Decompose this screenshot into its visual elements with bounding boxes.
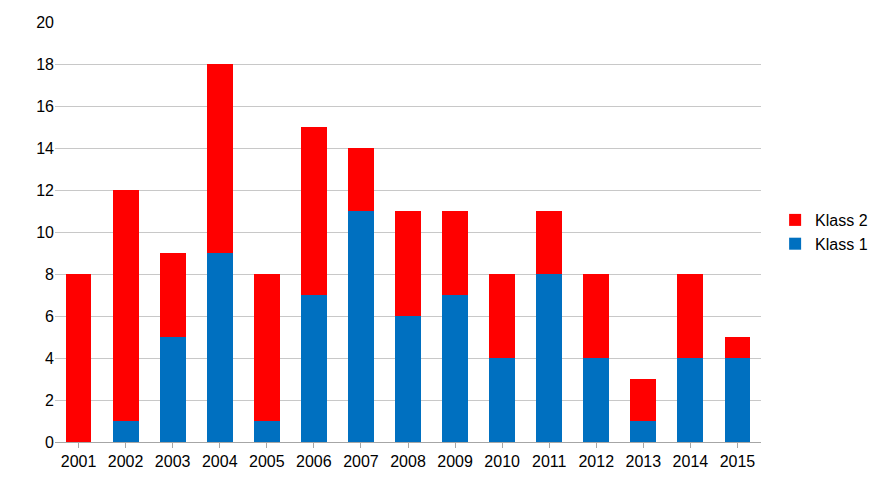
svg-text:6: 6 (45, 308, 54, 325)
svg-text:14: 14 (36, 140, 54, 157)
svg-text:2011: 2011 (532, 453, 567, 470)
svg-text:2012: 2012 (578, 453, 614, 470)
svg-text:10: 10 (36, 224, 54, 241)
svg-text:16: 16 (36, 98, 54, 115)
svg-text:2010: 2010 (484, 453, 520, 470)
svg-text:2003: 2003 (155, 453, 191, 470)
svg-text:2007: 2007 (343, 453, 379, 470)
svg-text:2002: 2002 (108, 453, 144, 470)
svg-text:2015: 2015 (720, 453, 756, 470)
svg-text:18: 18 (36, 56, 54, 73)
svg-text:2: 2 (45, 392, 54, 409)
svg-text:0: 0 (45, 434, 54, 451)
svg-text:2006: 2006 (296, 453, 332, 470)
svg-text:2008: 2008 (390, 453, 426, 470)
svg-text:4: 4 (45, 350, 54, 367)
svg-text:2001: 2001 (61, 453, 97, 470)
svg-text:2004: 2004 (202, 453, 238, 470)
svg-text:2014: 2014 (673, 453, 709, 470)
svg-text:2013: 2013 (626, 453, 662, 470)
svg-text:Klass 2: Klass 2 (815, 212, 868, 229)
svg-text:2005: 2005 (249, 453, 285, 470)
svg-text:Klass 1: Klass 1 (815, 236, 868, 253)
svg-text:12: 12 (36, 182, 54, 199)
svg-text:20: 20 (36, 14, 54, 31)
svg-text:2009: 2009 (437, 453, 473, 470)
svg-text:8: 8 (45, 266, 54, 283)
